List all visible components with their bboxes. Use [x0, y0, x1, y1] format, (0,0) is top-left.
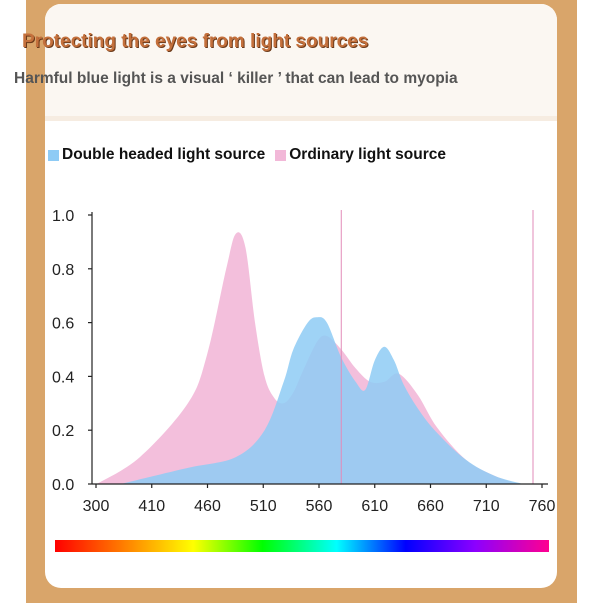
y-tick-label: 1.0	[52, 208, 74, 225]
legend-item-double-headed: Double headed light source	[48, 146, 265, 164]
y-tick-label: 0.4	[52, 369, 74, 386]
chart-legend: Double headed light source Ordinary ligh…	[48, 146, 456, 164]
content-card	[45, 4, 557, 588]
x-tick-label: 410	[138, 498, 165, 515]
page-subtitle: Harmful blue light is a visual ‘ killer …	[14, 70, 458, 87]
x-tick-label: 460	[194, 498, 221, 515]
header-band	[45, 4, 557, 116]
legend-swatch-ordinary	[275, 149, 287, 161]
x-tick-label: 610	[361, 498, 388, 515]
x-tick-label: 760	[529, 498, 556, 515]
legend-label-double-headed: Double headed light source	[62, 146, 266, 163]
y-tick-label: 0.8	[52, 262, 74, 279]
header-divider	[45, 116, 557, 121]
x-tick-label: 300	[83, 498, 110, 515]
y-tick-label: 0.6	[52, 316, 74, 333]
legend-swatch-double-headed	[48, 149, 59, 161]
x-tick-label: 660	[417, 498, 444, 515]
color-spectrum-bar	[55, 540, 549, 552]
x-tick-label: 710	[473, 498, 500, 515]
page-title: Protecting the eyes from light sources	[22, 31, 369, 52]
legend-item-ordinary: Ordinary light source	[275, 146, 446, 164]
legend-label-ordinary: Ordinary light source	[289, 146, 447, 163]
x-tick-label: 510	[250, 498, 277, 515]
x-tick-label: 560	[306, 498, 333, 515]
y-tick-label: 0.0	[52, 477, 74, 494]
y-tick-label: 0.2	[52, 423, 74, 440]
area-double-headed	[120, 317, 524, 484]
